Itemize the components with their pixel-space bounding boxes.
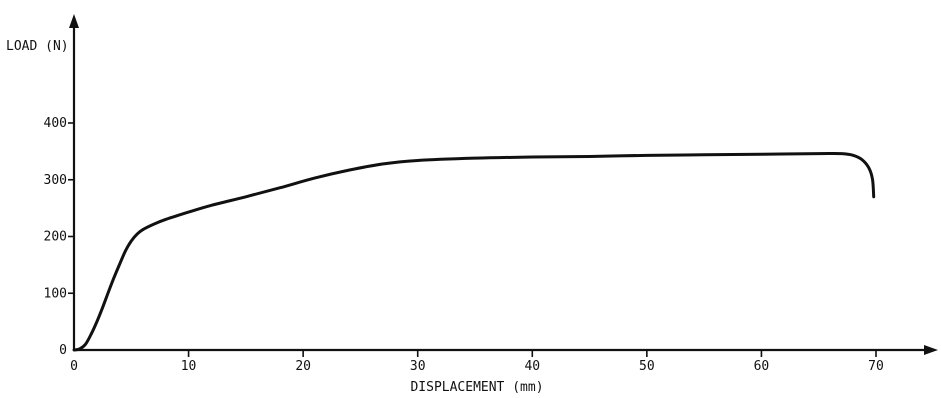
x-tick-label: 40 (524, 359, 540, 374)
x-tick-label: 30 (410, 359, 426, 374)
x-tick-label: 10 (181, 359, 197, 374)
x-axis-arrow-icon (924, 345, 938, 355)
series-line-0 (72, 151, 876, 352)
y-axis-arrow-icon (69, 14, 79, 28)
x-axis-label: DISPLACEMENT (mm) (410, 380, 543, 395)
y-tick-label: 200 (44, 230, 67, 245)
y-ticks: 0 100 200 300 400 (44, 116, 74, 358)
x-tick-label: 70 (868, 359, 884, 374)
x-tick-label: 20 (295, 359, 311, 374)
y-tick-label: 100 (44, 286, 67, 301)
series-layer (72, 151, 876, 352)
y-tick-label: 400 (44, 116, 67, 131)
x-ticks: 0 10 20 30 40 50 60 70 (70, 350, 884, 374)
x-tick-label: 0 (70, 359, 78, 374)
axes (69, 14, 938, 355)
x-tick-label: 60 (754, 359, 770, 374)
y-tick-label: 300 (44, 173, 67, 188)
y-tick-label: 0 (59, 343, 67, 358)
x-tick-label: 50 (639, 359, 655, 374)
y-axis-label: LOAD (N) (6, 39, 69, 54)
